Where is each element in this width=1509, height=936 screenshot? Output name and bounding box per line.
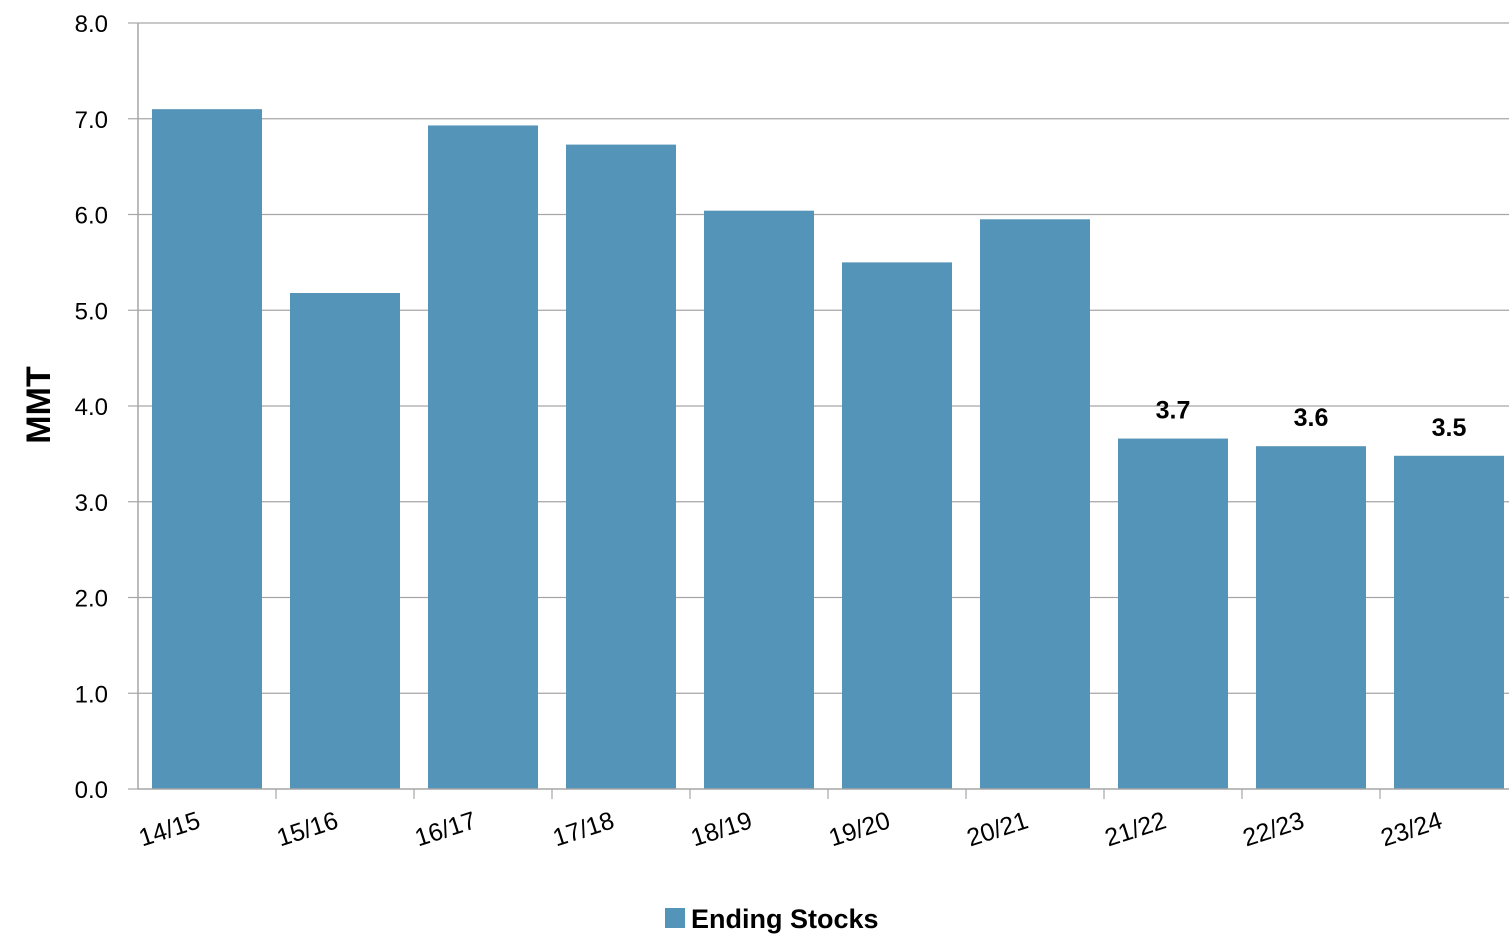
y-tick-label-6: 6.0 [75,203,108,230]
y-tick-label-5: 5.0 [75,298,108,325]
y-tick-label-3: 3.0 [75,490,108,517]
bar-16-17 [428,125,538,789]
bar-15-16 [290,293,400,789]
bar-17-18 [566,144,676,790]
x-tick-label-0: 14/15 [135,806,203,852]
x-tick-label-4: 18/19 [687,806,755,852]
x-tick-label-7: 21/22 [1101,806,1169,852]
x-tick-label-1: 15/16 [273,806,341,852]
y-tick-label-8: 8.0 [75,11,108,38]
data-labels: 3.7 3.6 3.5 [1156,397,1467,442]
y-tick-label-2: 2.0 [75,586,108,613]
data-label-21-22: 3.7 [1156,397,1191,425]
bar-18-19 [704,210,814,790]
x-tick-label-9: 23/24 [1377,806,1445,852]
x-tick-label-6: 20/21 [963,806,1031,852]
legend-swatch-ending-stocks [665,908,685,928]
y-axis-title: MMT [20,366,58,444]
y-tick-label-0: 0.0 [75,777,108,804]
data-label-22-23: 3.6 [1294,404,1329,432]
legend: Ending Stocks [665,904,879,934]
x-tick-label-2: 16/17 [411,806,479,852]
bar-23-24 [1394,455,1504,789]
bar-19-20 [842,262,952,789]
x-tick-labels: 14/15 15/16 16/17 17/18 18/19 19/20 20/21 21/22… [135,806,1445,852]
y-tick-label-4: 4.0 [75,394,108,421]
bar-20-21 [980,219,1090,790]
bar-22-23 [1256,446,1366,789]
axes [128,22,1509,799]
x-tick-label-8: 22/23 [1239,806,1307,852]
x-tick-label-5: 19/20 [825,806,893,852]
data-label-23-24: 3.5 [1432,414,1467,442]
bar-14-15 [152,109,262,790]
y-tick-label-7: 7.0 [75,107,108,134]
y-tick-label-1: 1.0 [75,681,108,708]
bar-21-22 [1118,438,1228,789]
legend-label-ending-stocks: Ending Stocks [691,904,879,934]
y-tick-labels: 0.0 1.0 2.0 3.0 4.0 5.0 6.0 7.0 8.0 [75,11,108,804]
x-tick-label-3: 17/18 [549,806,617,852]
bars [152,109,1504,790]
